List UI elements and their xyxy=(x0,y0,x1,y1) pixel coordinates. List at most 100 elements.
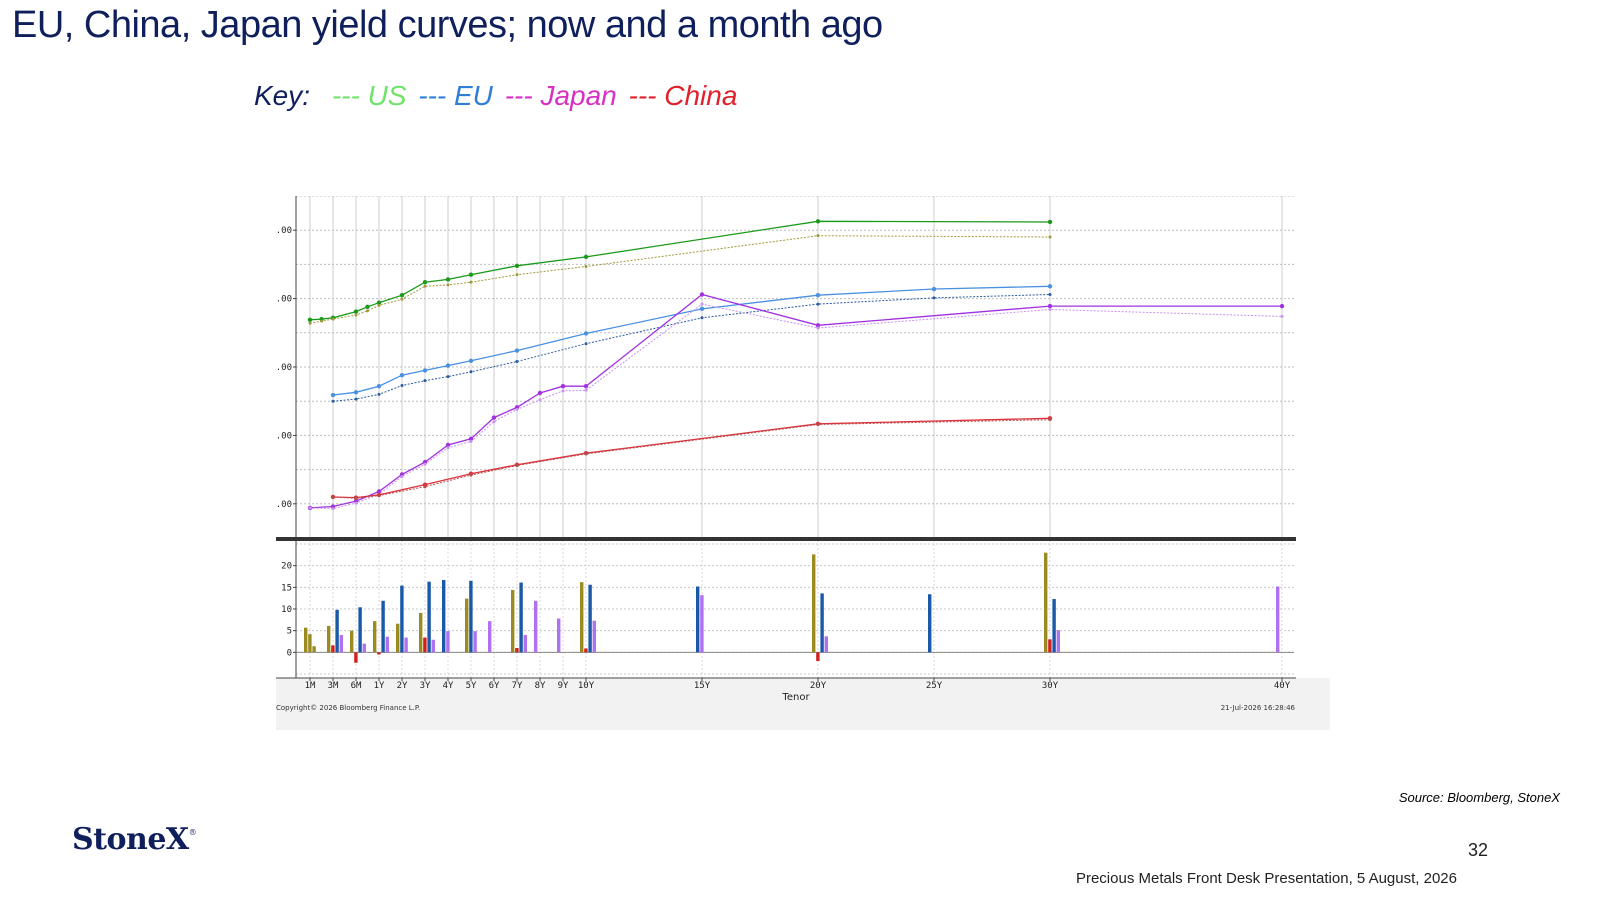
x-tick-label: 7Y xyxy=(512,681,523,691)
spread-bar xyxy=(534,600,538,653)
x-tick-label: 10Y xyxy=(578,681,595,691)
x-tick-label: 1M xyxy=(305,681,316,691)
yield-curve-point xyxy=(469,370,473,374)
yield-curve-point xyxy=(514,263,520,268)
yield-curve-point xyxy=(331,507,335,511)
spread-bar xyxy=(523,635,527,653)
yield-curve-point xyxy=(354,397,358,401)
spread-bar xyxy=(339,635,343,653)
yield-curve-point xyxy=(700,316,704,320)
key-item-us: --- US xyxy=(331,80,407,111)
yield-curve-point xyxy=(422,368,428,373)
spread-bar xyxy=(1048,639,1052,653)
yield-curve-point xyxy=(399,373,405,378)
yield-curve-point xyxy=(422,279,428,285)
spread-bar xyxy=(469,580,473,653)
yield-curve-point xyxy=(1048,235,1052,239)
yield-curve-point xyxy=(1048,308,1052,312)
yield-curve-point xyxy=(423,284,427,288)
spread-bar xyxy=(331,645,335,653)
yield-curve-point xyxy=(445,277,451,282)
x-tick-label: 5Y xyxy=(466,681,477,691)
x-tick-label: 6Y xyxy=(489,681,500,691)
spread-bar xyxy=(377,652,381,655)
yield-curve-point xyxy=(308,506,312,510)
yield-curve-point xyxy=(354,496,358,500)
spread-bar xyxy=(820,593,824,653)
spread-bar xyxy=(373,621,377,653)
yield-curve-point xyxy=(700,302,704,306)
spread-bar xyxy=(1056,630,1060,653)
yield-curve-point xyxy=(400,297,404,301)
yield-curve-point xyxy=(1280,314,1284,318)
spread-bar xyxy=(816,652,820,661)
yield-curve-point xyxy=(400,383,404,387)
y-tick-label: 3.00 xyxy=(276,363,292,373)
y-tick-label: 1.00 xyxy=(276,500,292,510)
y-tick-label: 2.00 xyxy=(276,431,292,441)
spread-bar xyxy=(419,612,423,653)
yield-curve-point xyxy=(514,348,520,353)
y-tick-label: 4.00 xyxy=(276,295,292,305)
key-item-japan: --- Japan xyxy=(504,80,617,111)
yield-curve-point xyxy=(469,280,473,284)
spread-bar xyxy=(824,636,828,653)
key-item-china: --- China xyxy=(628,80,738,111)
yield-curve-point xyxy=(354,501,358,505)
yield-curve-point xyxy=(331,399,335,403)
yield-curve-point xyxy=(699,306,705,312)
bar-y-tick-label: 20 xyxy=(281,562,292,572)
spread-bar xyxy=(515,648,519,653)
yield-curve-point xyxy=(468,358,474,364)
yield-curve-point xyxy=(1048,418,1052,422)
yield-curve-point xyxy=(446,446,450,450)
yield-curve-point xyxy=(354,313,358,317)
yield-curve-point xyxy=(307,317,313,323)
yield-curve-point xyxy=(515,360,519,364)
spread-bar xyxy=(431,639,435,653)
key-label: Key: xyxy=(254,80,311,111)
spread-bar xyxy=(465,598,469,653)
yield-curve-point xyxy=(561,389,565,393)
yield-curve-point xyxy=(816,234,820,238)
logo-text: StoneX xyxy=(72,822,189,857)
yield-curve-point xyxy=(445,363,451,368)
yield-curve-point xyxy=(446,375,450,379)
yield-curve-point xyxy=(815,219,821,224)
bar-y-tick-label: 15 xyxy=(281,583,292,593)
yield-curve-point xyxy=(376,489,382,494)
spread-bar xyxy=(354,652,358,663)
yield-curve-point xyxy=(320,319,324,323)
yield-curve-point xyxy=(583,383,589,389)
x-tick-label: 3M xyxy=(328,681,339,691)
yield-curve-point xyxy=(584,342,588,346)
legend-key: Key: --- US --- EU --- Japan --- China xyxy=(254,80,741,112)
spread-bar xyxy=(400,585,404,653)
x-tick-label: 40Y xyxy=(1274,681,1291,691)
spread-bar xyxy=(511,589,515,653)
yield-curve-point xyxy=(699,292,705,297)
yield-curve-point xyxy=(492,420,496,424)
yield-curve-point xyxy=(560,383,566,389)
spread-bar xyxy=(304,627,308,653)
yield-curve-point xyxy=(377,392,381,396)
yield-curve-line xyxy=(309,220,1051,321)
yield-curve-point xyxy=(816,326,820,330)
x-tick-label: 3Y xyxy=(420,681,431,691)
yield-curve-point xyxy=(353,309,359,314)
yield-curve-point xyxy=(423,379,427,383)
x-tick-label: 2Y xyxy=(397,681,408,691)
spread-bar xyxy=(327,625,331,653)
yield-curve-point xyxy=(1047,284,1053,289)
spread-bar xyxy=(446,631,450,653)
spread-bar xyxy=(381,600,385,653)
chart-svg: 1.00 2.00 3.00 4.00 5.00 0 5 10 15 20 1M 3M 6M 1Y 2Y 3Y… xyxy=(276,196,1330,730)
x-tick-label: 9Y xyxy=(558,681,569,691)
yield-curve-point xyxy=(377,303,381,307)
x-tick-label: 25Y xyxy=(926,681,943,691)
spread-bar xyxy=(404,637,408,653)
spread-bar xyxy=(308,634,312,653)
spread-bar xyxy=(557,618,561,653)
page-title: EU, China, Japan yield curves; now and a… xyxy=(12,4,883,46)
spread-bar xyxy=(335,609,339,653)
